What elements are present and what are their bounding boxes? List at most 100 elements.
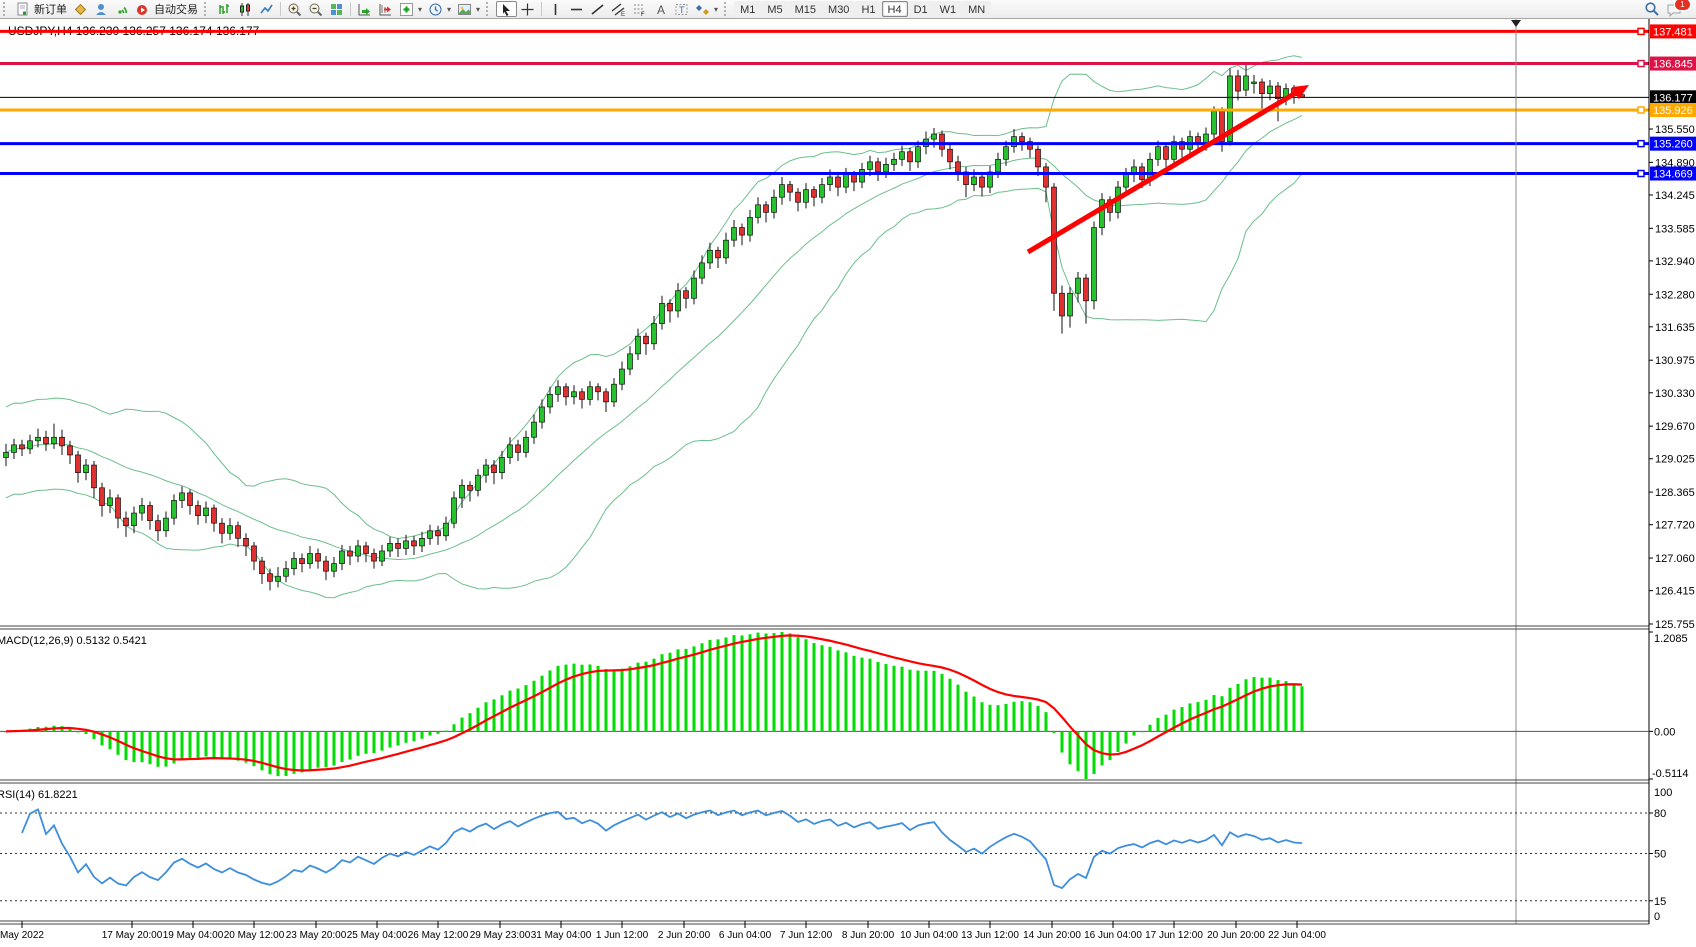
chart-shift-button[interactable] (375, 1, 396, 17)
candle (427, 530, 433, 539)
add-indicator-button[interactable]: ▾ (396, 1, 425, 17)
candle (963, 171, 969, 185)
macd-histogram-bar (148, 731, 152, 765)
date-tick-label[interactable]: 13 Jun 12:00 (961, 930, 1019, 941)
zoom-out-button[interactable] (305, 1, 326, 17)
chart-canvas[interactable]: USDJPY,H4 136.230 136.257 136.174 136.17… (0, 19, 1696, 942)
date-tick-label[interactable]: May 2022 (0, 930, 44, 941)
bar-chart-mode-button[interactable] (214, 1, 235, 17)
arrows-icon (696, 4, 710, 15)
candle (483, 464, 489, 476)
date-tick-label[interactable]: 16 Jun 04:00 (1084, 930, 1142, 941)
template-menu-button[interactable]: ▾ (454, 1, 483, 17)
candle (499, 457, 505, 473)
macd-histogram-bar (524, 685, 528, 732)
date-tick-label[interactable]: 1 Jun 12:00 (596, 930, 649, 941)
date-tick-label[interactable]: 17 Jun 12:00 (1145, 930, 1203, 941)
dropdown-caret-icon: ▾ (476, 4, 481, 14)
macd-histogram-bar (108, 731, 112, 750)
timeframe-button-d1[interactable]: D1 (907, 1, 934, 17)
macd-histogram-bar (852, 655, 856, 732)
macd-histogram-bar (644, 661, 648, 732)
macd-histogram-bar (620, 668, 624, 732)
toolbar-drag-handle[interactable] (3, 2, 10, 16)
macd-histogram-bar (732, 635, 736, 732)
date-tick-label[interactable]: 20 Jun 20:00 (1207, 930, 1265, 941)
candle (1163, 146, 1169, 160)
timeframe-button-m15[interactable]: M15 (788, 1, 823, 17)
toolbar-drag-handle[interactable] (724, 2, 731, 16)
candle (243, 537, 249, 547)
date-tick-label[interactable]: 17 May 20:00 (102, 930, 163, 941)
candle-chart-mode-button[interactable] (235, 1, 256, 17)
price-badge (1650, 102, 1696, 117)
community-button[interactable] (91, 1, 112, 17)
price-badge (1650, 90, 1696, 105)
zoom-in-button[interactable] (284, 1, 305, 17)
macd-histogram-bar (956, 684, 960, 732)
candle (99, 487, 105, 506)
svg-text:A: A (657, 3, 665, 17)
date-tick-label[interactable]: 29 May 23:00 (470, 930, 531, 941)
candle (227, 525, 233, 534)
date-tick-label[interactable]: 31 May 04:00 (531, 930, 592, 941)
timeframe-button-w1[interactable]: W1 (933, 1, 963, 17)
date-tick-label[interactable]: 23 May 20:00 (286, 930, 347, 941)
candle (123, 517, 129, 527)
toolbar-drag-handle[interactable] (486, 2, 493, 16)
auto-scroll-button[interactable] (354, 1, 375, 17)
date-tick-label[interactable]: 14 Jun 20:00 (1023, 930, 1081, 941)
line-chart-mode-button[interactable] (256, 1, 277, 17)
date-tick-label[interactable]: 6 Jun 04:00 (719, 930, 772, 941)
svg-text:F: F (641, 12, 645, 17)
trend-arrow[interactable] (1026, 87, 1302, 255)
timeframe-button-mn[interactable]: MN (962, 1, 992, 17)
vertical-line-tool-button[interactable] (545, 1, 566, 17)
date-tick-label[interactable]: 25 May 04:00 (347, 930, 408, 941)
date-tick-label[interactable]: 22 Jun 04:00 (1268, 930, 1326, 941)
macd-histogram-bar (884, 664, 888, 732)
candle (3, 452, 9, 458)
autotrade-button[interactable]: 自动交易 (133, 1, 201, 17)
macd-histogram-bar (572, 663, 576, 732)
signals-button[interactable] (112, 1, 133, 17)
date-tick-label[interactable]: 7 Jun 12:00 (780, 930, 833, 941)
toolbar-drag-handle[interactable] (204, 2, 211, 16)
candle (339, 550, 345, 564)
cursor-tool-button[interactable] (496, 1, 518, 17)
crosshair-tool-button[interactable] (517, 1, 538, 17)
date-tick-label[interactable]: 19 May 04:00 (163, 930, 224, 941)
horizontal-line-tool-button[interactable] (566, 1, 587, 17)
market-depth-button[interactable] (70, 1, 91, 17)
timeframe-button-m5[interactable]: M5 (761, 1, 789, 17)
macd-histogram-bar (276, 731, 280, 777)
search-button[interactable] (1641, 1, 1663, 17)
notifications-button[interactable]: 1 (1663, 0, 1691, 17)
timeframe-button-h4[interactable]: H4 (881, 1, 908, 17)
rsi-label: RSI(14) 61.8221 (0, 789, 78, 801)
timeframe-button-m1[interactable]: M1 (734, 1, 762, 17)
period-menu-button[interactable]: ▾ (425, 1, 454, 17)
label-tool-button[interactable]: T (671, 1, 692, 17)
price-tick-label: 129.025 (1655, 454, 1695, 466)
date-tick-label[interactable]: 20 May 12:00 (224, 930, 285, 941)
date-tick-label[interactable]: 26 May 12:00 (408, 930, 469, 941)
timeframe-button-h1[interactable]: H1 (855, 1, 882, 17)
trendline-tool-button[interactable] (587, 1, 608, 17)
rsi-level-label: 50 (1654, 849, 1666, 861)
candle (211, 507, 217, 524)
fibonacci-tool-button[interactable]: F (629, 1, 650, 17)
text-tool-button[interactable]: A (650, 1, 671, 17)
timeframe-button-m30[interactable]: M30 (822, 1, 856, 17)
arrows-tool-button[interactable]: ▾ (692, 1, 721, 17)
new-order-button[interactable]: 新订单 (13, 1, 70, 17)
date-tick-label[interactable]: 10 Jun 04:00 (900, 930, 958, 941)
date-tick-label[interactable]: 2 Jun 20:00 (658, 930, 711, 941)
macd-histogram-bar (548, 670, 552, 732)
date-tick-label[interactable]: 8 Jun 20:00 (842, 930, 895, 941)
channel-tool-button[interactable]: E (608, 1, 629, 17)
macd-histogram-bar (1204, 699, 1208, 732)
tile-windows-button[interactable] (326, 1, 347, 17)
macd-histogram-bar (804, 639, 808, 732)
macd-histogram-bar (1252, 677, 1256, 732)
